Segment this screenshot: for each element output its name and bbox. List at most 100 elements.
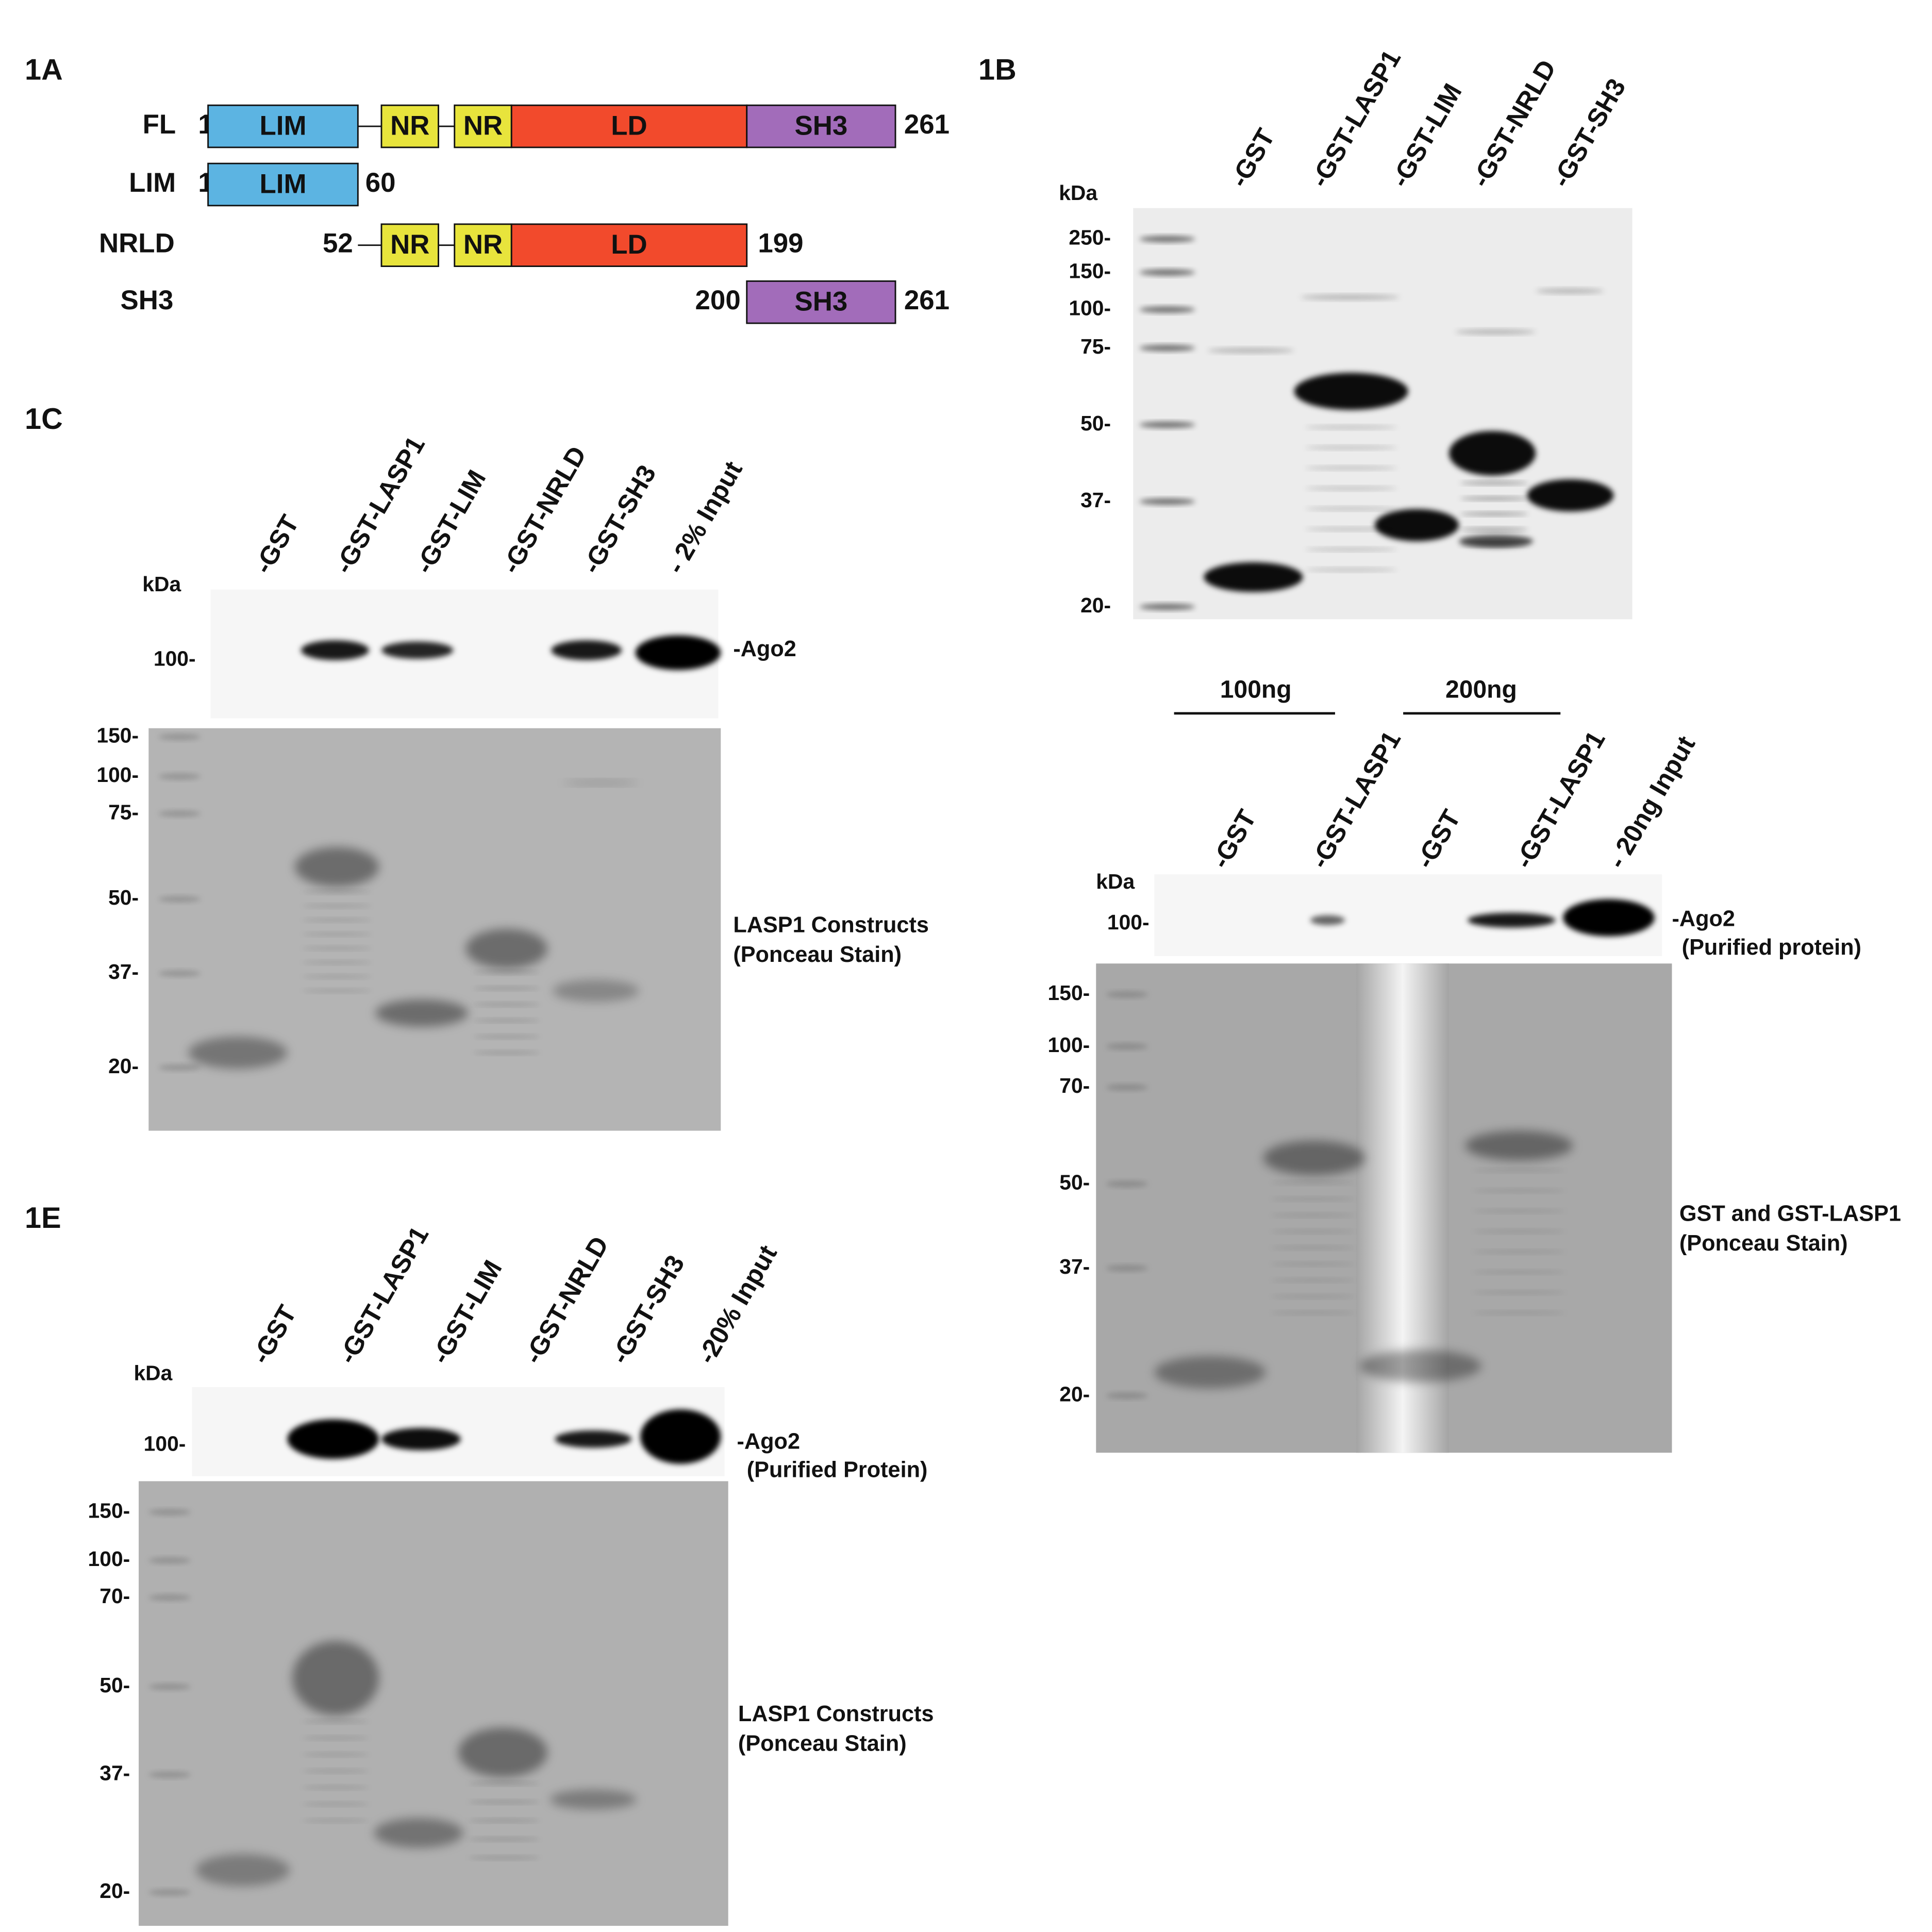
band <box>551 640 622 660</box>
band <box>468 1837 540 1841</box>
band <box>1305 568 1397 572</box>
lane-label: -GST <box>1224 124 1280 192</box>
panel-label: 1B <box>978 54 1017 87</box>
band <box>302 1719 369 1724</box>
band <box>1271 1213 1355 1218</box>
band <box>1455 329 1536 335</box>
band <box>302 1769 369 1773</box>
domain-label: NR <box>390 110 429 141</box>
band <box>1310 915 1345 925</box>
blot-label: -Ago2 <box>733 637 796 661</box>
lane-label: -GST-LIM <box>1385 78 1468 192</box>
blot <box>210 589 719 719</box>
mw-marker: 20- <box>1080 593 1111 617</box>
band <box>1106 1265 1148 1272</box>
domain-box <box>207 162 359 207</box>
band <box>1472 1229 1565 1234</box>
kda-label: kDa <box>1059 181 1097 205</box>
band <box>148 1509 191 1515</box>
band <box>1563 899 1655 937</box>
blot <box>192 1387 725 1476</box>
band <box>1106 991 1148 998</box>
band <box>473 1051 540 1055</box>
domain-box <box>207 104 359 148</box>
mw-marker: 70- <box>99 1584 130 1608</box>
band <box>468 1800 540 1804</box>
band <box>473 1019 540 1023</box>
residue-end: 60 <box>365 168 396 198</box>
mw-marker: 100- <box>154 646 196 670</box>
mw-marker: 150- <box>96 723 139 747</box>
domain-label: NR <box>463 110 503 141</box>
band <box>1271 1311 1355 1315</box>
band <box>1106 1392 1148 1399</box>
gel-label: LASP1 Constructs <box>738 1702 934 1726</box>
band <box>1300 294 1400 300</box>
band <box>1271 1278 1355 1283</box>
band <box>563 780 638 786</box>
domain-label: NR <box>463 229 503 260</box>
mw-marker: 37- <box>1059 1255 1090 1278</box>
band <box>1106 1084 1148 1091</box>
band <box>1271 1197 1355 1201</box>
mw-marker: 150- <box>1069 259 1111 282</box>
domain-box <box>510 223 748 267</box>
lane-label: -GST-LASP1 <box>1509 726 1611 873</box>
band <box>1449 431 1536 476</box>
mw-marker: 20- <box>99 1879 130 1903</box>
band <box>148 1594 191 1601</box>
band <box>1204 562 1303 592</box>
panel-label: 1C <box>25 403 63 436</box>
domain-label: LD <box>611 110 647 141</box>
mw-marker: 20- <box>1059 1382 1090 1406</box>
band <box>302 918 372 922</box>
construct-name: FL <box>143 109 176 140</box>
mw-marker: 37- <box>99 1761 130 1785</box>
group-label: 100ng <box>1220 676 1292 703</box>
band <box>468 1819 540 1823</box>
band <box>158 896 201 903</box>
band <box>1305 466 1397 470</box>
band <box>1305 527 1397 531</box>
band <box>302 1753 369 1757</box>
mw-marker: 50- <box>1059 1171 1090 1194</box>
band <box>1106 1043 1148 1050</box>
domain-box <box>380 104 439 148</box>
domain-box <box>454 223 512 267</box>
band <box>1460 481 1528 485</box>
band <box>374 1818 463 1848</box>
domain-box <box>746 280 896 324</box>
construct-name: SH3 <box>121 285 174 315</box>
band <box>1106 1180 1148 1187</box>
band <box>473 986 540 990</box>
domain-box <box>380 223 439 267</box>
band <box>381 1428 461 1451</box>
lane-label: -GST-SH3 <box>605 1250 690 1369</box>
lane-label: -GST <box>248 510 305 578</box>
band <box>302 960 372 964</box>
band <box>148 1771 191 1778</box>
band <box>302 890 372 894</box>
band <box>287 1419 379 1459</box>
band <box>302 904 372 908</box>
band <box>1154 1356 1266 1389</box>
band <box>1139 422 1195 428</box>
lane-label: -GST-LIM <box>409 465 491 578</box>
band <box>1271 1245 1355 1250</box>
band <box>1468 912 1556 928</box>
band <box>468 1856 540 1860</box>
band <box>1271 1262 1355 1266</box>
domain-label: SH3 <box>794 287 847 317</box>
band <box>1139 269 1195 276</box>
band <box>1294 373 1408 410</box>
kda-label: kDa <box>1096 870 1135 893</box>
mw-marker: 50- <box>108 886 139 909</box>
panel-label: 1A <box>25 54 63 87</box>
gel <box>1133 208 1633 620</box>
mw-marker: 50- <box>1080 411 1111 435</box>
lane-label: -GST <box>245 1300 302 1369</box>
mw-marker: 100- <box>1069 296 1111 320</box>
mw-marker: 75- <box>108 800 139 824</box>
blot-label: -Ago2 <box>1672 907 1735 931</box>
band <box>1207 348 1294 353</box>
